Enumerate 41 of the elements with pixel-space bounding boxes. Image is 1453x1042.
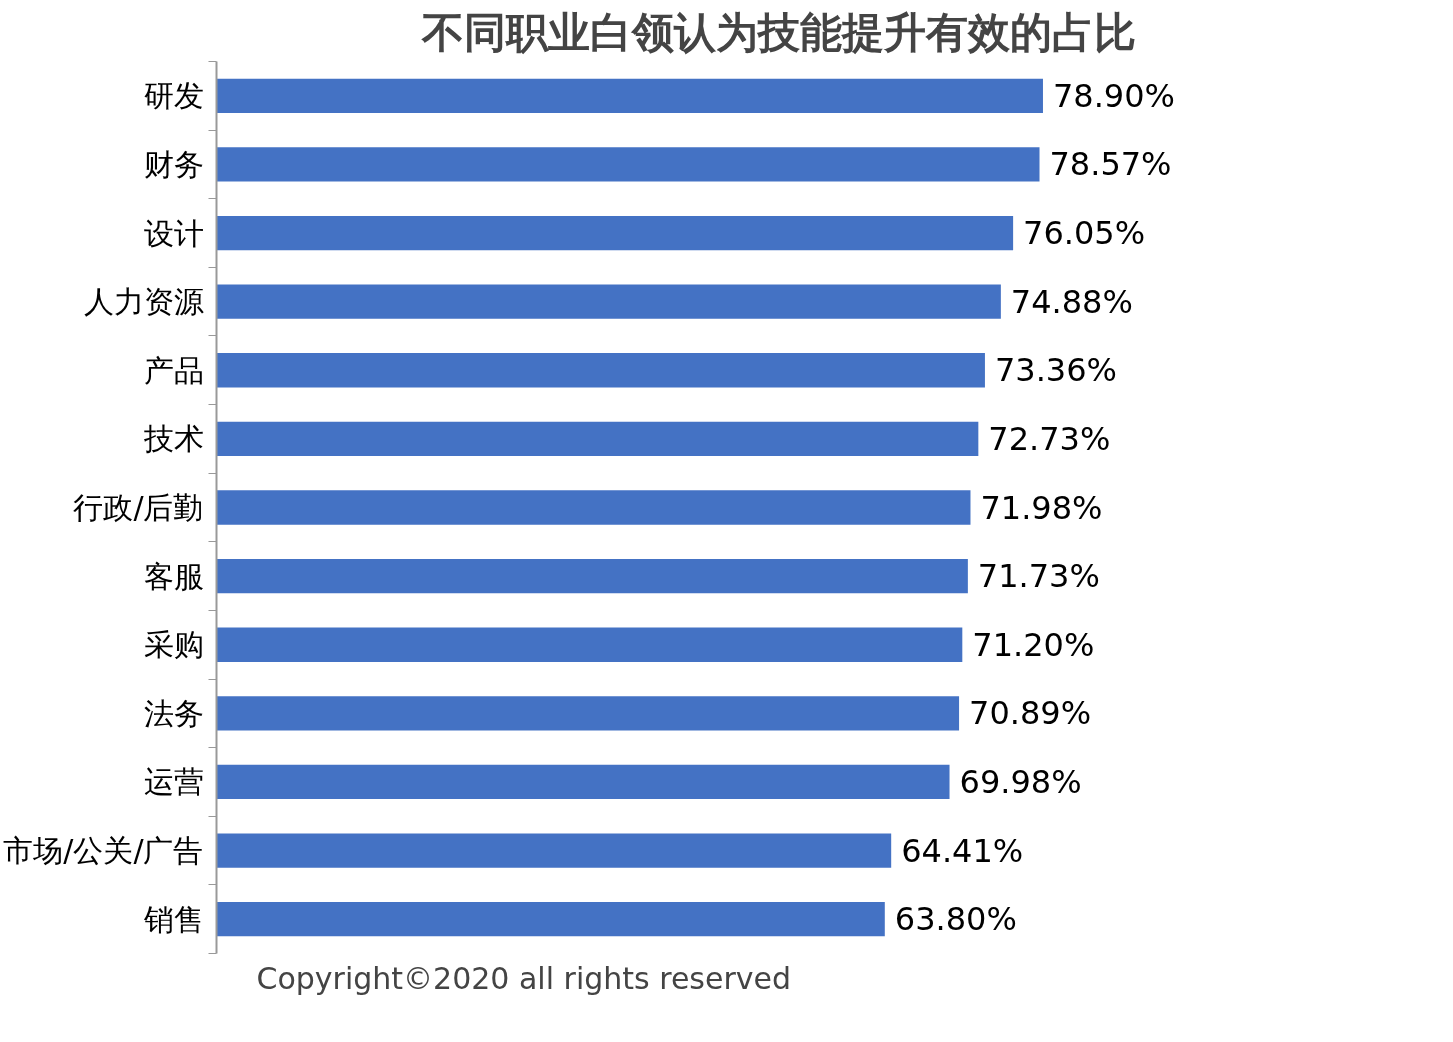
- bar: [216, 627, 963, 662]
- data-label: 69.98%: [959, 762, 1082, 801]
- bar: [216, 353, 985, 388]
- y-tick-label: 产品: [143, 352, 204, 388]
- bar: [216, 696, 960, 731]
- y-tick-label: 人力资源: [83, 284, 204, 320]
- y-tick-label: 研发: [143, 78, 204, 114]
- y-tick-label: 法务: [143, 695, 204, 731]
- data-label: 76.05%: [1023, 214, 1146, 253]
- data-label: 72.73%: [988, 419, 1111, 458]
- data-label: 64.41%: [901, 831, 1024, 870]
- data-label: 73.36%: [994, 351, 1117, 390]
- text: Copyright©2020 all rights reserved: [256, 960, 792, 996]
- data-label: 78.57%: [1049, 145, 1172, 184]
- bar: [216, 764, 950, 800]
- y-tick-label: 运营: [143, 764, 204, 800]
- y-tick-label: 采购: [143, 627, 204, 663]
- bar: [216, 902, 885, 937]
- y-tick-label: 财务: [143, 146, 204, 182]
- bar: [216, 284, 1001, 319]
- chart-title: 不同职业白领认为技能提升有效的占比: [420, 7, 1136, 57]
- bar: [216, 147, 1040, 182]
- data-label: 71.73%: [977, 557, 1100, 596]
- bar: [216, 215, 1014, 251]
- y-tick-label: 客服: [143, 558, 204, 594]
- data-label: 71.98%: [980, 488, 1103, 527]
- data-label: 63.80%: [894, 900, 1017, 939]
- bar: [216, 421, 979, 457]
- data-label: 71.20%: [972, 625, 1095, 664]
- data-label: 74.88%: [1010, 282, 1133, 321]
- y-tick-label: 销售: [142, 901, 204, 937]
- data-label: 78.90%: [1052, 76, 1175, 115]
- y-tick-label: 设计: [143, 215, 204, 251]
- y-tick-label: 技术: [142, 421, 204, 457]
- y-tick-label: 行政/后勤: [73, 490, 204, 525]
- data-label: 70.89%: [969, 694, 1092, 733]
- bar: [216, 558, 968, 594]
- bar: [216, 78, 1043, 113]
- bar: [216, 490, 971, 525]
- y-tick-label: 市场/公关/广告: [3, 833, 204, 869]
- bar: [216, 833, 892, 868]
